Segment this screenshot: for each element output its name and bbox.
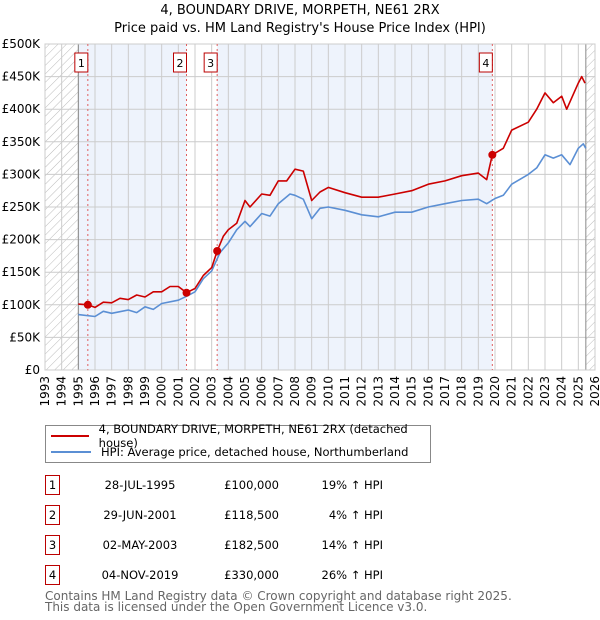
x-tick-label: 1996 xyxy=(88,376,102,407)
transaction-date: 29-JUN-2001 xyxy=(103,508,177,522)
y-tick-label: £100K xyxy=(2,298,42,312)
property-price-line xyxy=(78,75,586,309)
x-tick-label: 2026 xyxy=(588,376,600,407)
x-tick-label: 2007 xyxy=(271,376,285,407)
chart-legend: 4, BOUNDARY DRIVE, MORPETH, NE61 2RX (de… xyxy=(45,422,431,463)
y-tick-label: £350K xyxy=(2,135,42,149)
y-tick-label: £300K xyxy=(2,167,42,181)
x-tick-label: 2016 xyxy=(421,376,435,407)
x-tick-label: 2011 xyxy=(338,376,352,407)
x-tick-label: 2020 xyxy=(488,376,502,407)
x-tick-label: 2008 xyxy=(288,376,302,407)
x-tick-label: 2002 xyxy=(188,376,202,407)
sale-label-box xyxy=(203,52,218,73)
x-tick-label: 2014 xyxy=(388,376,402,407)
x-tick-label: 1997 xyxy=(105,376,119,407)
x-tick-label: 2013 xyxy=(371,376,385,407)
x-tick-label: 2006 xyxy=(255,376,269,407)
legend-label-property: 4, BOUNDARY DRIVE, MORPETH, NE61 2RX (de… xyxy=(98,422,408,450)
x-tick-label: 2018 xyxy=(455,376,469,407)
chart-title: 4, BOUNDARY DRIVE, MORPETH, NE61 2RX xyxy=(160,3,440,18)
y-tick-label: £50K xyxy=(9,330,41,344)
x-tick-label: 2021 xyxy=(505,376,519,407)
x-tick-label: 1999 xyxy=(138,376,152,407)
x-tick-label: 1994 xyxy=(55,376,69,407)
x-tick-label: 2019 xyxy=(471,376,485,407)
transaction-number: 2 xyxy=(45,505,60,525)
y-tick-label: £400K xyxy=(2,102,42,116)
y-tick-label: £450K xyxy=(2,70,42,84)
x-tick-label: 2017 xyxy=(438,376,452,407)
sale-label: 4 xyxy=(482,57,489,70)
transaction-hpi: 26% ↑ HPI xyxy=(321,568,383,582)
transaction-number: 4 xyxy=(45,565,60,585)
transaction-price: £118,500 xyxy=(224,508,279,522)
transaction-hpi: 14% ↑ HPI xyxy=(321,538,383,552)
x-tick-label: 2010 xyxy=(321,376,335,407)
sale-label-box xyxy=(74,52,89,73)
footer-licence: This data is licensed under the Open Gov… xyxy=(45,600,428,614)
x-tick-label: 1993 xyxy=(38,376,52,407)
x-tick-label: 2023 xyxy=(538,376,552,407)
x-tick-label: 1995 xyxy=(71,376,85,407)
plot-border xyxy=(44,43,596,371)
transaction-number: 1 xyxy=(45,475,60,495)
y-tick-label: £200K xyxy=(2,233,42,247)
transaction-price: £330,000 xyxy=(224,568,279,582)
y-tick-label: £250K xyxy=(2,200,42,214)
sale-point xyxy=(83,300,92,309)
sale-point xyxy=(488,150,497,159)
x-tick-label: 2004 xyxy=(221,376,235,407)
transaction-row: 1 28-JUL-1995 £100,000 19% ↑ HPI xyxy=(45,475,445,495)
x-tick-label: 2012 xyxy=(355,376,369,407)
footer-copyright: Contains HM Land Registry data © Crown c… xyxy=(45,589,512,603)
legend-item-property: 4, BOUNDARY DRIVE, MORPETH, NE61 2RX (de… xyxy=(51,422,430,450)
transaction-price: £100,000 xyxy=(224,478,279,492)
transaction-date: 04-NOV-2019 xyxy=(101,568,179,582)
x-tick-label: 1998 xyxy=(121,376,135,407)
transaction-date: 28-JUL-1995 xyxy=(104,478,176,492)
y-tick-label: £150K xyxy=(2,265,42,279)
sale-label: 3 xyxy=(207,57,214,70)
transaction-row: 3 02-MAY-2003 £182,500 14% ↑ HPI xyxy=(45,535,445,555)
legend-swatch-red xyxy=(51,435,89,437)
transaction-number: 3 xyxy=(45,535,60,555)
x-tick-label: 2025 xyxy=(571,376,585,407)
sale-point xyxy=(213,247,222,256)
x-tick-label: 2024 xyxy=(555,376,569,407)
sale-point xyxy=(182,288,191,297)
x-tick-label: 2001 xyxy=(171,376,185,407)
hpi-line xyxy=(78,143,587,318)
x-tick-label: 2000 xyxy=(155,376,169,407)
x-tick-label: 2005 xyxy=(238,376,252,407)
sale-label-box xyxy=(173,52,187,73)
x-tick-label: 2015 xyxy=(405,376,419,407)
price-chart: 1 2 3 4 1993 1994 1995 1996 1997 1998 1999 2000 2001… xyxy=(2,37,600,407)
sale-label: 1 xyxy=(78,57,85,70)
transaction-row: 4 04-NOV-2019 £330,000 26% ↑ HPI xyxy=(45,565,445,585)
legend-swatch-blue xyxy=(51,451,91,453)
transaction-date: 02-MAY-2003 xyxy=(102,538,178,552)
y-tick-label: £0 xyxy=(25,363,40,377)
x-tick-label: 2009 xyxy=(305,376,319,407)
sale-label: 2 xyxy=(177,57,184,70)
sale-label-box xyxy=(478,52,493,73)
x-tick-label: 2003 xyxy=(205,376,219,407)
legend-item-hpi: HPI: Average price, detached house, Nort… xyxy=(51,444,408,460)
legend-label-hpi: HPI: Average price, detached house, Nort… xyxy=(101,445,409,459)
x-tick-label: 2022 xyxy=(521,376,535,407)
transaction-price: £182,500 xyxy=(224,538,279,552)
y-tick-label: £500K xyxy=(2,37,42,51)
transaction-row: 2 29-JUN-2001 £118,500 4% ↑ HPI xyxy=(45,505,445,525)
chart-subtitle: Price paid vs. HM Land Registry's House … xyxy=(114,21,486,36)
transaction-hpi: 4% ↑ HPI xyxy=(328,508,383,522)
transaction-hpi: 19% ↑ HPI xyxy=(321,478,383,492)
